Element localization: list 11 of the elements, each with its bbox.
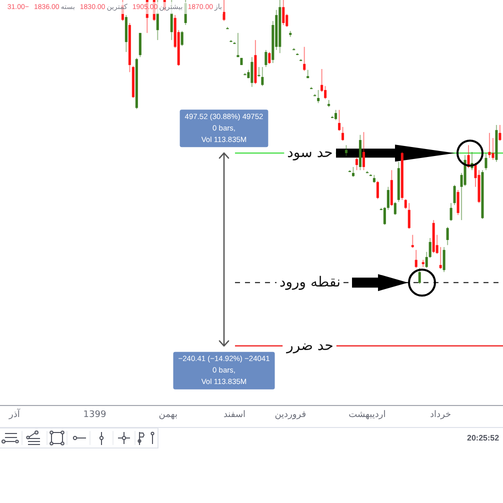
x-tick-label: فروردین (274, 410, 306, 420)
clock: 20:25:52 (467, 434, 500, 442)
x-tick-label: خرداد (430, 410, 452, 420)
x-tick-label: اسفند (223, 410, 246, 420)
x-tick-label: آذر (9, 410, 20, 420)
x-tick-label: اردیبهشت (348, 410, 386, 420)
x-tick-label: بهمن (158, 410, 178, 420)
ref-line-label: حد سود (287, 145, 333, 162)
ref-line-label: نقطه ورود (280, 274, 340, 291)
x-tick-label: 1399 (83, 410, 106, 420)
ref-line-label: حد ضرر (286, 338, 334, 354)
